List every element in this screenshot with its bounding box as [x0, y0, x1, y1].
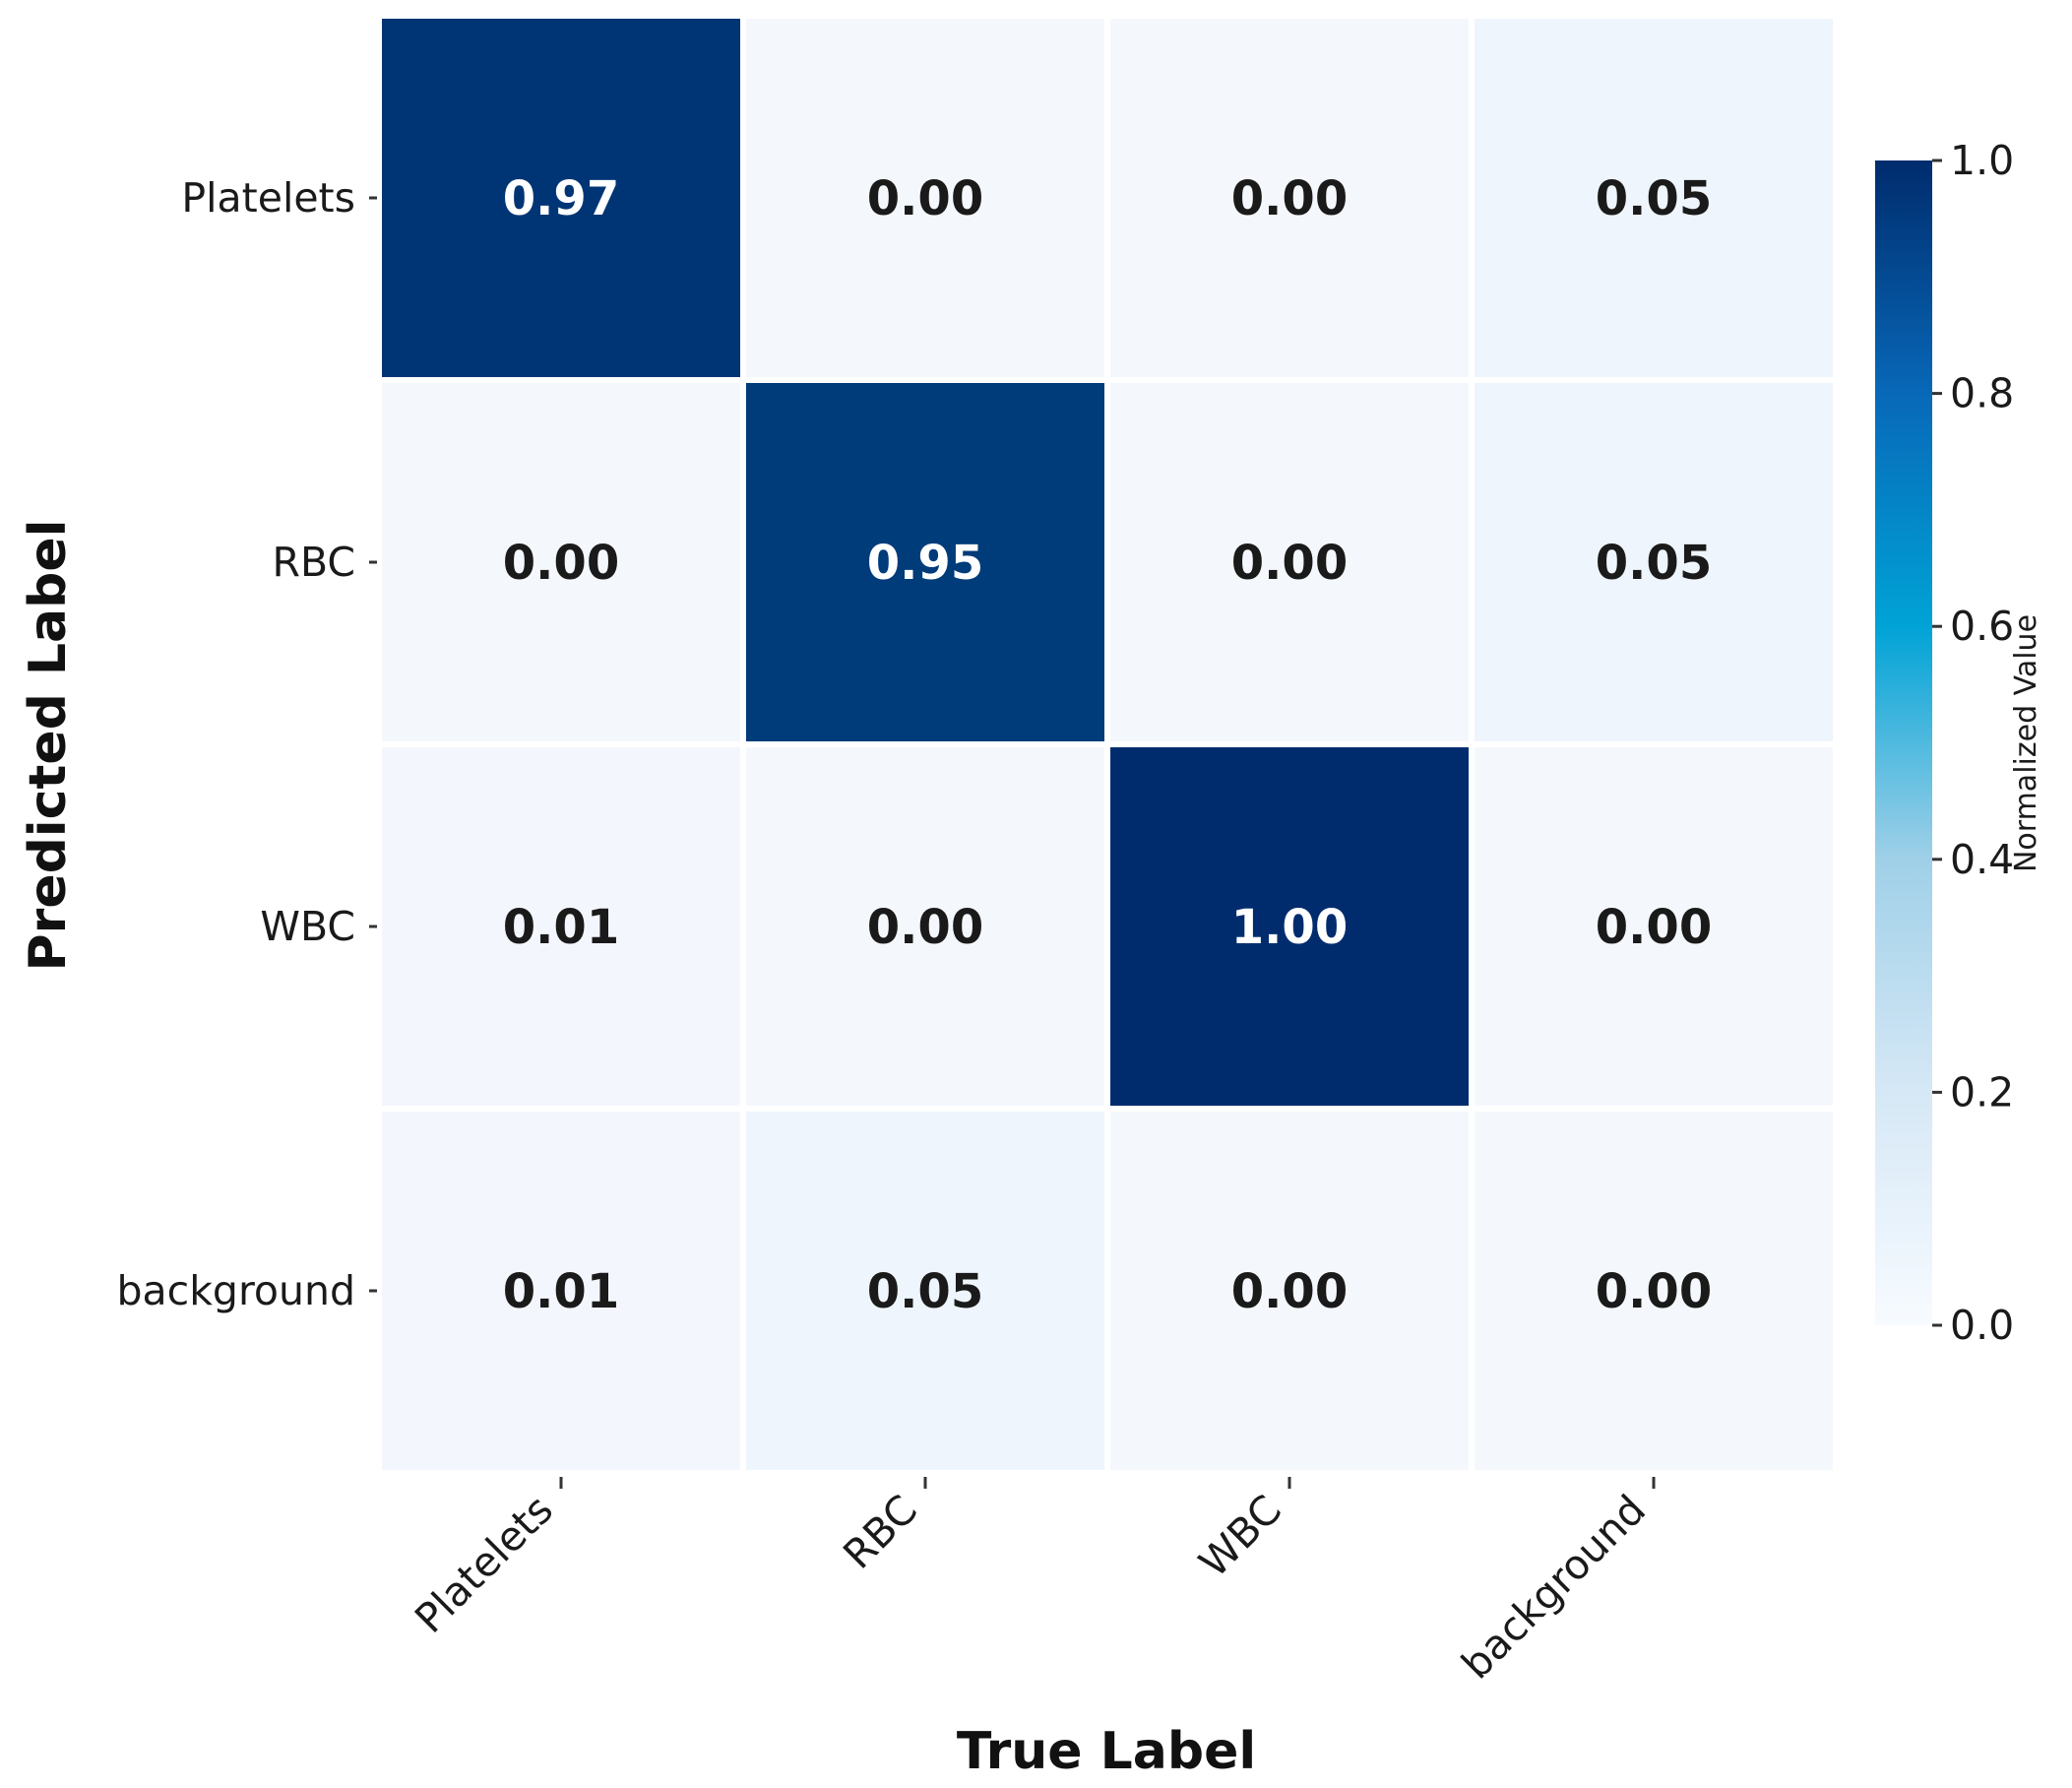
cell-value-label: 0.00: [503, 536, 619, 591]
cell-value-label: 0.00: [1231, 1264, 1348, 1319]
colorbar: 0.0 0.2 0.4 0.6 0.8 1.0 Normalized Value: [1875, 137, 2043, 1349]
heatmap-cell: [740, 1106, 1110, 1476]
colorbar-tick-label: 0.0: [1950, 1302, 2014, 1349]
colorbar-tick-label: 1.0: [1950, 137, 2014, 184]
cell-value-label: 0.00: [1596, 900, 1712, 955]
colorbar-gradient: [1875, 160, 1932, 1325]
cell-value-label: 1.00: [1231, 900, 1348, 955]
heatmap-cell: [740, 13, 1110, 383]
heatmap-cell: [1104, 13, 1475, 383]
heatmap-cell: [1469, 741, 1839, 1112]
y-axis-title: Predicted Label: [19, 520, 78, 972]
x-tick-label: RBC: [834, 1486, 926, 1578]
heatmap-cell: [740, 741, 1110, 1112]
cell-value-label: 0.00: [867, 171, 983, 226]
heatmap-cell: [740, 377, 1110, 747]
cell-value-label: 0.97: [503, 171, 619, 226]
colorbar-tick-label: 0.2: [1950, 1068, 2014, 1116]
cell-value-label: 0.95: [867, 536, 983, 591]
colorbar-label: Normalized Value: [2009, 614, 2043, 872]
x-tick-labels: Platelets RBC WBC background: [406, 1477, 1656, 1689]
y-tick-labels: Platelets RBC WBC background: [117, 174, 377, 1314]
cell-value-label: 0.00: [1231, 171, 1348, 226]
heatmap-cells: 0.97 0.00 0.00 0.05 0.00 0.95 0.00 0.05 0.01 0.00…: [376, 13, 1839, 1476]
y-tick-label: background: [117, 1267, 356, 1314]
heatmap-cell: [1469, 1106, 1839, 1476]
cell-value-label: 0.00: [1596, 1264, 1712, 1319]
colorbar-tick-label: 0.4: [1950, 836, 2014, 883]
colorbar-ticks: 0.0 0.2 0.4 0.6 0.8 1.0: [1932, 137, 2014, 1349]
y-tick-label: Platelets: [181, 174, 355, 222]
cell-value-label: 0.01: [503, 1264, 619, 1319]
cell-value-label: 0.00: [867, 900, 983, 955]
heatmap-cell: [376, 13, 746, 383]
x-axis-title: True Label: [957, 1722, 1256, 1781]
heatmap-cell: [1469, 377, 1839, 747]
x-tick-label: background: [1453, 1486, 1655, 1688]
heatmap-cell: [376, 1106, 746, 1476]
cell-value-label: 0.05: [867, 1264, 983, 1319]
cell-value-label: 0.01: [503, 900, 619, 955]
cell-value-label: 0.05: [1596, 536, 1712, 591]
heatmap-cell: [1469, 13, 1839, 383]
y-tick-label: RBC: [272, 539, 355, 586]
y-tick-label: WBC: [260, 903, 355, 950]
colorbar-tick-label: 0.8: [1950, 370, 2014, 417]
cell-value-label: 0.05: [1596, 171, 1712, 226]
colorbar-tick-label: 0.6: [1950, 603, 2014, 650]
cell-value-label: 0.00: [1231, 536, 1348, 591]
x-tick-label: WBC: [1190, 1486, 1290, 1586]
x-tick-label: Platelets: [406, 1486, 562, 1642]
